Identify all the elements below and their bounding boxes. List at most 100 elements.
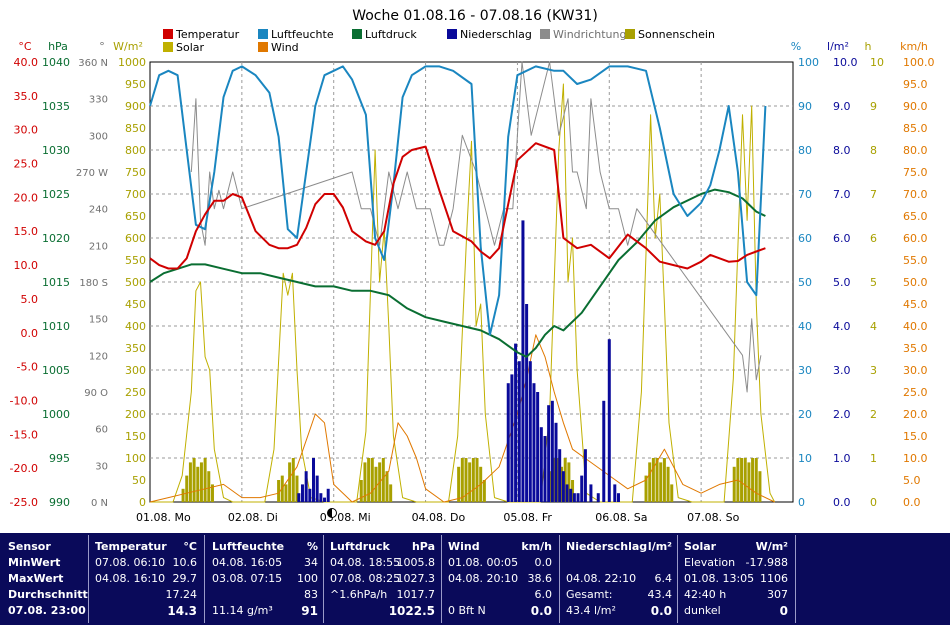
y-tick-label-sun: 4 [870,320,877,333]
solar-row-value: 1106 [760,572,788,585]
y-tick-label-pressure: 1010 [42,320,70,333]
legend-swatch [540,29,550,39]
axis-unit-wind: km/h [900,40,928,53]
y-tick-label-wind: 65.0 [903,210,928,223]
y-tick-label-pressure: 990 [49,496,70,509]
rain-row-value: 43.4 [647,588,673,601]
bar-sonnenschein [743,458,747,502]
bar-sonnenschein [457,466,461,502]
bar-sonnenschein [199,462,203,502]
y-tick-label-wind: 35.0 [903,342,928,355]
humidity-column: Luftfeuchte% 04.08. 16:05 34 03.08. 07:15 10… [212,539,318,621]
bar-niederschlag [312,458,316,502]
wind-row: 01.08. 00:05 0.0 [448,555,552,571]
solar-row-value: 307 [767,588,788,601]
bar-sonnenschein [567,462,571,502]
solar-row-value: 0 [779,604,788,618]
bar-niederschlag [565,484,569,502]
y-tick-label-wind: 50.0 [903,276,928,289]
y-tick-label-winddir: 60 [95,425,108,436]
series-line-windrichtung [190,61,762,393]
y-tick-label-humidity: 70 [798,188,812,201]
y-tick-label-wind: 5.0 [903,474,921,487]
bar-sonnenschein [389,484,393,502]
pressure-row: 07.08. 08:25 1027.3 [330,571,435,587]
bar-sonnenschein [385,471,389,502]
temp-row-value: 29.7 [172,572,198,585]
bar-niederschlag [304,471,308,502]
wind-row-date: 04.08. 20:10 [448,572,519,585]
y-tick-label-rain: 6.0 [833,232,851,245]
pressure-row: 04.08. 18:55 1005.8 [330,555,435,571]
bar-sonnenschein [556,458,560,502]
solar-row-date: Elevation [684,556,736,569]
bar-niederschlag [521,220,525,502]
y-tick-label-pressure: 1040 [42,56,70,69]
bar-niederschlag [297,493,301,502]
humidity-row-date: 11.14 g/m³ [212,604,273,617]
temp-row: 04.08. 16:10 29.7 [95,571,197,587]
y-tick-label-wind: 10.0 [903,452,928,465]
separator [441,535,442,623]
rain-row: 43.4 l/m² 0.0 [566,603,672,619]
y-tick-label-rain: 3.0 [833,364,851,377]
bar-niederschlag [525,304,529,502]
y-tick-label-solar: 750 [125,166,146,179]
bar-niederschlag [616,493,620,502]
bar-sonnenschein [552,458,556,502]
bar-sonnenschein [482,480,486,502]
pressure-unit: hPa [411,540,435,553]
y-tick-label-sun: 1 [870,452,877,465]
y-tick-label-temp: -5.0 [17,361,38,374]
rain-row: 04.08. 22:10 6.4 [566,571,672,587]
humidity-row-value: 91 [301,604,318,618]
bar-niederschlag [315,475,319,502]
bar-niederschlag [572,493,576,502]
rain-row-date: Gesamt: [566,588,613,601]
pressure-row: ^1.6hPa/h 1017.7 [330,587,435,603]
y-tick-label-temp: 20.0 [14,191,39,204]
temp-unit: °C [183,540,197,553]
bar-sonnenschein [758,471,762,502]
series-line-wind [149,334,775,503]
humidity-row-date: 04.08. 16:05 [212,556,283,569]
temp-row: 14.3 [95,603,197,619]
pressure-row-value: 1017.7 [396,588,436,601]
y-tick-label-sun: 9 [870,100,877,113]
y-tick-label-sun: 7 [870,188,877,201]
y-tick-label-temp: 30.0 [14,124,39,137]
wind-row-date: 0 Bft N [448,604,486,617]
y-tick-label-wind: 0.0 [903,496,921,509]
rain-title: Niederschlag [566,540,648,553]
solar-row-date: dunkel [684,604,721,617]
y-tick-label-pressure: 1035 [42,100,70,113]
bar-niederschlag [528,361,532,502]
y-tick-label-wind: 45.0 [903,298,928,311]
pressure-row-date: 07.08. 08:25 [330,572,401,585]
bar-sonnenschein [662,458,666,502]
y-tick-label-solar: 50 [132,474,146,487]
axis-unit-rain: l/m² [827,40,849,53]
row-label-max: MaxWert [8,572,64,585]
sensor-column: Sensor MinWert MaxWert Durchschnitt 07.0… [8,539,88,621]
series-line-luftfeuchte [149,65,767,336]
y-tick-label-humidity: 10 [798,452,812,465]
y-tick-label-rain: 4.0 [833,320,851,333]
y-tick-label-temp: -20.0 [10,462,38,475]
y-tick-label-rain: 2.0 [833,408,851,421]
y-tick-label-temp: 0.0 [21,327,39,340]
x-tick-label: 06.08. Sa [595,511,647,524]
bar-sonnenschein [196,466,200,502]
humidity-row-date: 03.08. 07:15 [212,572,283,585]
humidity-row: 11.14 g/m³ 91 [212,603,318,619]
y-tick-label-solar: 950 [125,78,146,91]
y-tick-label-temp: -25.0 [10,496,38,509]
y-tick-label-humidity: 50 [798,276,812,289]
bar-sonnenschein [670,484,674,502]
y-tick-label-solar: 100 [125,452,146,465]
bar-sonnenschein [284,484,288,502]
legend-swatch [258,42,268,52]
humidity-title: Luftfeuchte [212,540,285,553]
wind-column: Wind km/h 01.08. 00:05 0.0 04.08. 20:10 38.6 6… [448,539,552,621]
y-tick-label-solar: 0 [139,496,146,509]
